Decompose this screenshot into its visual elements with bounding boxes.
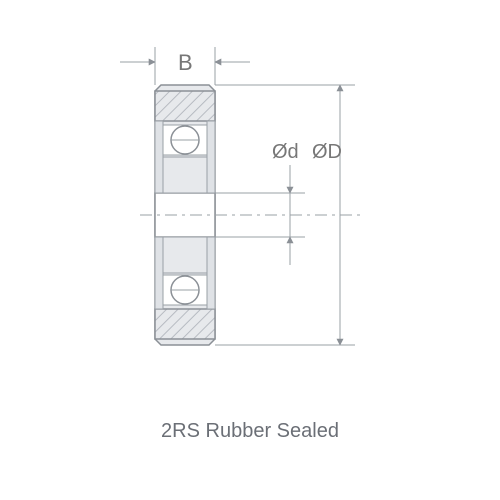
inner-ring-top <box>163 157 207 193</box>
caption: 2RS Rubber Sealed <box>0 420 500 443</box>
section-hatch-top <box>155 91 215 121</box>
inner-ring-bot <box>163 237 207 273</box>
seal-left-bot <box>155 237 163 309</box>
seal-right-top <box>207 121 215 193</box>
seal-right-bot <box>207 237 215 309</box>
dim-B: B <box>120 47 250 85</box>
seal-left-top <box>155 121 163 193</box>
section-hatch-bot <box>155 309 215 339</box>
diagram-stage: B Ød ØD 2RS Rubber Sealed <box>0 0 500 500</box>
bearing-body <box>140 85 360 345</box>
label-D: ØD <box>312 141 342 163</box>
label-d: Ød <box>272 141 299 163</box>
dim-d: Ød <box>215 141 305 265</box>
label-B: B <box>178 50 193 75</box>
